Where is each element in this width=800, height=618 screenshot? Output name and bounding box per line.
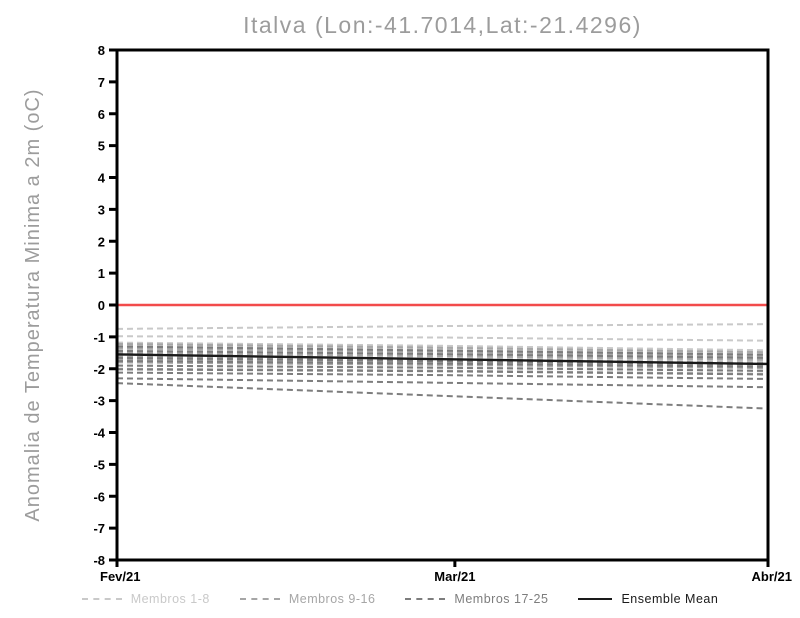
chart-legend: Membros 1-8 Membros 9-16 Membros 17-25 E… xyxy=(0,592,800,606)
legend-label: Ensemble Mean xyxy=(621,592,719,606)
legend-label: Membros 9-16 xyxy=(288,592,376,606)
svg-text:Abr/21: Abr/21 xyxy=(752,569,792,584)
svg-text:-7: -7 xyxy=(93,521,105,536)
legend-item-membros-17-25: Membros 17-25 xyxy=(405,592,548,606)
legend-label: Membros 17-25 xyxy=(454,592,549,606)
svg-text:-8: -8 xyxy=(93,553,105,568)
dashed-line-sample xyxy=(81,598,122,600)
svg-text:5: 5 xyxy=(98,139,105,154)
svg-text:-1: -1 xyxy=(93,330,105,345)
svg-text:-3: -3 xyxy=(93,394,105,409)
legend-label: Membros 1-8 xyxy=(130,592,210,606)
svg-text:3: 3 xyxy=(98,202,105,217)
legend-item-membros-1-8: Membros 1-8 xyxy=(81,592,210,606)
dashed-line-sample xyxy=(405,598,446,600)
svg-text:-4: -4 xyxy=(93,426,105,441)
solid-line-sample xyxy=(578,598,613,600)
svg-text:7: 7 xyxy=(98,75,105,90)
svg-text:4: 4 xyxy=(98,171,106,186)
svg-text:0: 0 xyxy=(98,298,105,313)
svg-text:2: 2 xyxy=(98,234,105,249)
svg-text:8: 8 xyxy=(98,43,105,58)
svg-text:Mar/21: Mar/21 xyxy=(434,569,475,584)
chart-title: Italva (Lon:-41.7014,Lat:-21.4296) xyxy=(243,12,642,38)
svg-text:Fev/21: Fev/21 xyxy=(100,569,140,584)
dashed-line-sample xyxy=(239,598,280,600)
svg-text:-6: -6 xyxy=(93,489,105,504)
svg-text:-2: -2 xyxy=(93,362,105,377)
legend-item-membros-9-16: Membros 9-16 xyxy=(239,592,376,606)
svg-text:6: 6 xyxy=(98,107,105,122)
legend-item-ensemble-mean: Ensemble Mean xyxy=(578,592,718,606)
svg-text:-5: -5 xyxy=(93,457,105,472)
svg-text:1: 1 xyxy=(98,266,105,281)
